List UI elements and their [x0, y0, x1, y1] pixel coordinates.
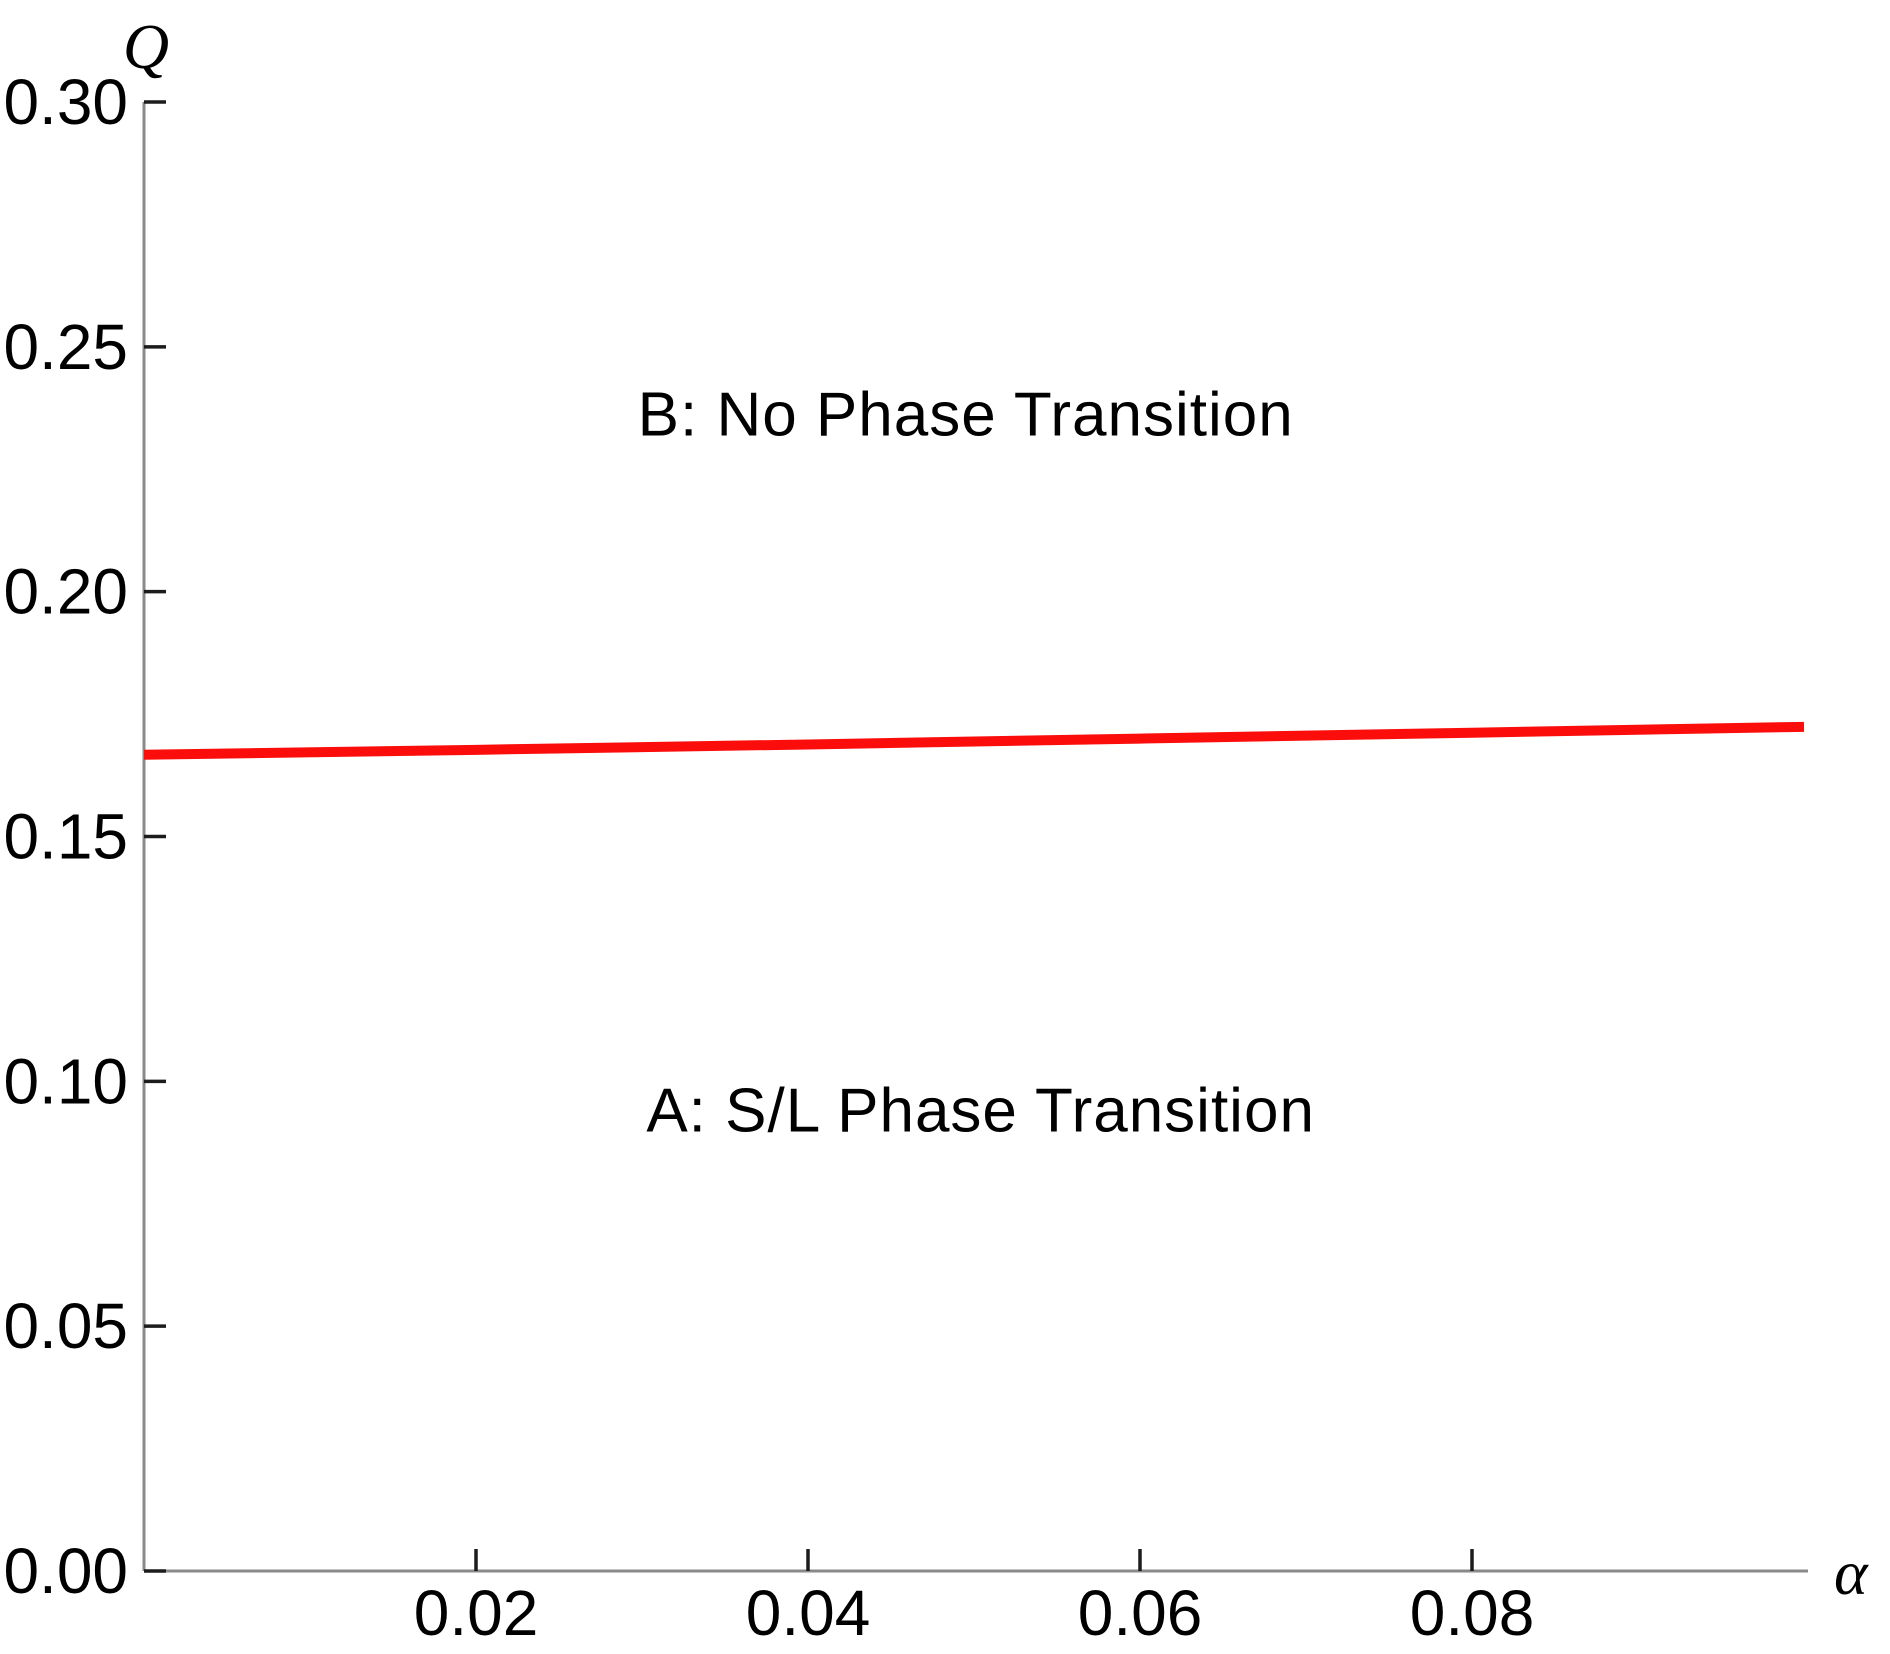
region-label-a: A: S/L Phase Transition [646, 1076, 1315, 1146]
y-tick-label: 0.15 [3, 801, 128, 873]
y-tick-label: 0.30 [3, 66, 128, 138]
x-tick-label: 0.06 [1078, 1577, 1203, 1649]
region-label-b: B: No Phase Transition [637, 380, 1294, 450]
y-tick-label: 0.10 [3, 1045, 128, 1117]
x-axis-title: α [1834, 1537, 1868, 1608]
x-tick-label: 0.08 [1410, 1577, 1535, 1649]
y-tick-label: 0.25 [3, 311, 128, 383]
y-tick-label: 0.20 [3, 556, 128, 628]
y-tick-label: 0.05 [3, 1290, 128, 1362]
y-axis-title: Q [122, 11, 170, 82]
x-tick-label: 0.02 [414, 1577, 539, 1649]
y-tick-label: 0.00 [3, 1535, 128, 1607]
x-tick-label: 0.04 [746, 1577, 871, 1649]
series-phase-boundary [143, 721, 1805, 760]
